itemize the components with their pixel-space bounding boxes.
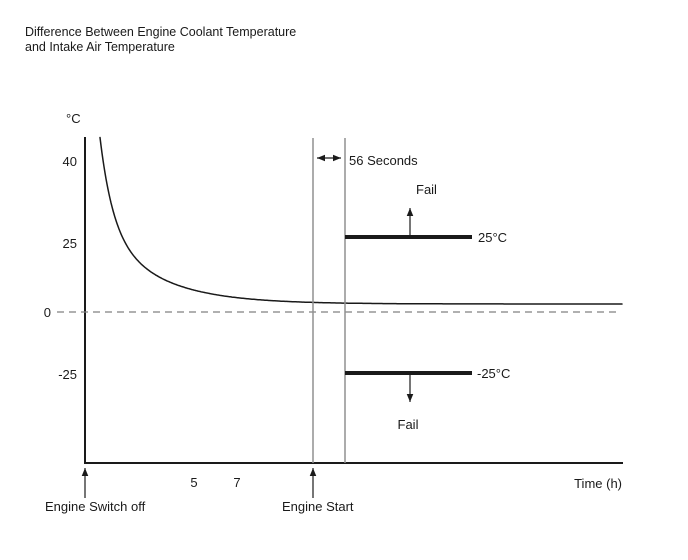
upper-threshold-label: 25°C bbox=[478, 230, 507, 245]
y-tick-40: 40 bbox=[63, 154, 77, 169]
56-seconds-label: 56 Seconds bbox=[349, 153, 418, 168]
y-tick-0: 0 bbox=[44, 305, 51, 320]
x-tick-5: 5 bbox=[190, 475, 197, 490]
fail-lower-label: Fail bbox=[398, 417, 419, 432]
x-tick-7: 7 bbox=[233, 475, 240, 490]
y-tick-25: 25 bbox=[63, 236, 77, 251]
y-tick-minus-25: -25 bbox=[58, 367, 77, 382]
decay-curve bbox=[99, 136, 623, 305]
y-axis-unit-label: °C bbox=[66, 111, 81, 126]
chart-title-line1: Difference Between Engine Coolant Temper… bbox=[25, 25, 296, 39]
fail-upper-label: Fail bbox=[416, 182, 437, 197]
engine-switch-off-label: Engine Switch off bbox=[45, 499, 146, 514]
lower-threshold-label: -25°C bbox=[477, 366, 510, 381]
engine-start-label: Engine Start bbox=[282, 499, 354, 514]
chart-title-line2: and Intake Air Temperature bbox=[25, 40, 175, 54]
time-axis-label: Time (h) bbox=[574, 476, 622, 491]
